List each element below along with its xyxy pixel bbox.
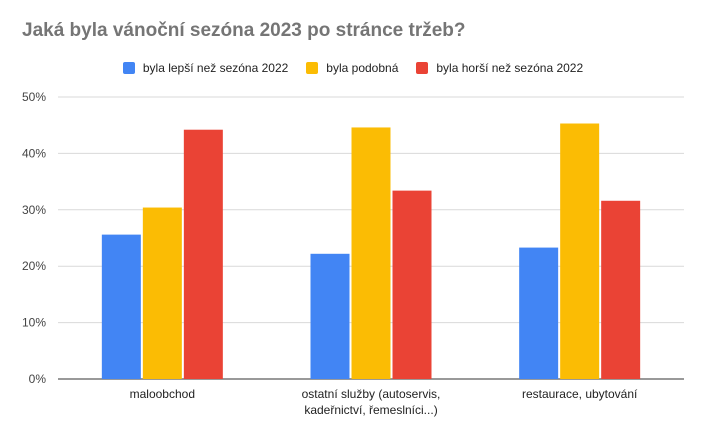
- bar: [310, 253, 350, 379]
- legend-label-worse: byla horší než sezóna 2022: [436, 61, 584, 75]
- bar: [351, 127, 391, 380]
- legend-swatch-similar: [306, 62, 319, 74]
- y-tick-label: 40%: [22, 146, 46, 160]
- bar: [392, 190, 432, 379]
- chart-title: Jaká byla vánoční sezóna 2023 po stránce…: [22, 20, 466, 41]
- bar: [560, 123, 600, 380]
- legend: byla lepší než sezóna 2022 byla podobná …: [0, 61, 706, 75]
- legend-item-worse: byla horší než sezóna 2022: [416, 61, 583, 75]
- y-tick-label: 20%: [22, 259, 46, 273]
- legend-label-similar: byla podobná: [326, 61, 399, 75]
- legend-label-better: byla lepší než sezóna 2022: [142, 61, 289, 75]
- x-category-label: ostatní služby (autoservis,: [302, 387, 441, 401]
- bar: [142, 207, 182, 379]
- x-category-label: kadeřnictví, řemeslníci...): [304, 403, 437, 417]
- bar: [601, 200, 641, 379]
- x-category-label: maloobchod: [130, 387, 195, 401]
- bar: [101, 234, 141, 379]
- bar: [519, 247, 559, 379]
- y-tick-label: 50%: [22, 90, 46, 104]
- y-tick-label: 30%: [22, 203, 46, 217]
- legend-item-similar: byla podobná: [306, 61, 398, 75]
- legend-item-better: byla lepší než sezóna 2022: [122, 61, 289, 75]
- bar: [183, 129, 223, 379]
- legend-swatch-worse: [416, 62, 429, 74]
- y-tick-label: 10%: [22, 316, 46, 330]
- x-category-label: restaurace, ubytování: [522, 387, 638, 401]
- legend-swatch-better: [122, 62, 135, 74]
- y-tick-label: 0%: [29, 372, 47, 386]
